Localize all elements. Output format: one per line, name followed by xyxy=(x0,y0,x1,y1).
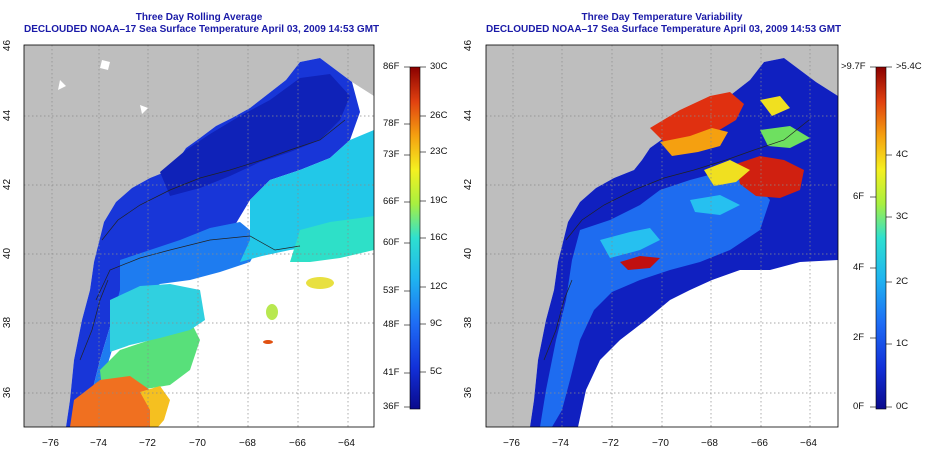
left-colorbar-f-label: 36F xyxy=(383,401,400,412)
right-var-mid-blue xyxy=(540,172,770,427)
left-colorbar-f-label: 66F xyxy=(383,196,400,207)
left-colorbar-f-label: 86F xyxy=(383,61,400,72)
right-colorbar-ticks xyxy=(870,66,892,408)
right-colorbar-f-label: 2F xyxy=(853,332,865,343)
left-sst-shelf-water xyxy=(84,222,262,427)
left-sst-teal-band xyxy=(290,216,374,262)
left-map-subtitle: DECLOUDED NOAA–17 Sea Surface Temperatur… xyxy=(24,24,380,35)
left-colorbar xyxy=(409,66,421,410)
left-x-tick: −64 xyxy=(338,438,355,449)
right-x-tick: −68 xyxy=(701,438,718,449)
left-y-tick: 40 xyxy=(2,247,14,260)
right-colorbar-c-label: >5.4C xyxy=(896,61,922,72)
left-colorbar-c-label: 9C xyxy=(430,318,443,329)
left-land-mass xyxy=(24,45,374,427)
right-var-green-patch xyxy=(760,126,810,148)
left-x-tick: −74 xyxy=(90,438,107,449)
left-sst-coastal-cyan xyxy=(110,284,205,352)
left-sst-green-patch xyxy=(266,304,278,320)
left-sst-orange-patch xyxy=(263,340,273,344)
right-colorbar-f-label: 6F xyxy=(853,191,865,202)
left-bathymetry-contour xyxy=(79,279,109,361)
left-colorbar-f-label: 53F xyxy=(383,285,400,296)
left-bathymetry-contour xyxy=(101,119,346,241)
right-colorbar-c-label: 2C xyxy=(896,276,909,287)
right-y-tick: 46 xyxy=(463,39,475,52)
left-y-tick: 46 xyxy=(2,39,14,52)
right-graticule xyxy=(486,45,838,427)
right-x-tick: −76 xyxy=(503,438,520,449)
left-map-title: Three Day Rolling Average xyxy=(135,12,263,23)
left-colorbar-c-label: 23C xyxy=(430,146,448,157)
right-bathymetry-contour xyxy=(565,119,810,241)
right-y-tick: 38 xyxy=(463,316,475,329)
left-x-tick: −76 xyxy=(42,438,59,449)
right-map-subtitle: DECLOUDED NOAA–17 Sea Surface Temperatur… xyxy=(486,24,842,35)
right-y-tick: 36 xyxy=(463,386,475,399)
right-variability-map xyxy=(486,45,838,427)
left-colorbar-c-label: 19C xyxy=(430,195,448,206)
left-y-tick: 36 xyxy=(2,386,14,399)
left-colorbar-ticks xyxy=(404,66,426,408)
right-x-tick: −70 xyxy=(652,438,669,449)
right-x-tick: −66 xyxy=(751,438,768,449)
right-y-tick: 44 xyxy=(463,109,475,122)
right-x-tick: −72 xyxy=(602,438,619,449)
left-x-tick: −66 xyxy=(289,438,306,449)
left-map-frame xyxy=(23,44,375,428)
left-x-tick: −70 xyxy=(189,438,206,449)
right-colorbar-f-label: 4F xyxy=(853,262,865,273)
left-colorbar-c-label: 5C xyxy=(430,366,443,377)
right-map-title: Three Day Temperature Variability xyxy=(581,12,743,23)
right-colorbar-c-label: 1C xyxy=(896,338,909,349)
left-y-tick: 42 xyxy=(2,178,14,191)
left-colorbar-c-label: 26C xyxy=(430,110,448,121)
right-colorbar-c-label: 3C xyxy=(896,211,909,222)
left-sst-warm-yellow xyxy=(140,386,170,427)
right-y-tick: 40 xyxy=(463,247,475,260)
left-colorbar-f-label: 73F xyxy=(383,149,400,160)
left-y-tick: 38 xyxy=(2,316,14,329)
left-colorbar-f-label: 78F xyxy=(383,118,400,129)
right-var-high-orange xyxy=(660,128,728,156)
right-var-cyan-streaks xyxy=(600,195,740,258)
left-sst-map xyxy=(24,45,374,427)
left-colorbar-f-label: 48F xyxy=(383,319,400,330)
right-x-tick: −74 xyxy=(552,438,569,449)
left-bathymetry-contour xyxy=(95,235,301,301)
left-sst-warm-eddy xyxy=(306,277,334,289)
right-colorbar-f-label: >9.7F xyxy=(841,61,866,72)
left-colorbar-c-label: 12C xyxy=(430,281,448,292)
left-x-tick: −68 xyxy=(239,438,256,449)
left-sst-deep-cold xyxy=(160,74,350,196)
left-colorbar-c-label: 16C xyxy=(430,232,448,243)
left-sst-warm-orange xyxy=(70,376,158,427)
right-colorbar-f-label: 0F xyxy=(853,401,865,412)
right-var-high-north xyxy=(650,92,744,146)
right-y-tick: 42 xyxy=(463,178,475,191)
right-var-yellow-band xyxy=(704,96,790,186)
right-map-frame xyxy=(485,44,839,428)
right-var-high-east xyxy=(736,156,804,198)
right-var-red-coast xyxy=(620,256,660,270)
right-land-mass xyxy=(486,45,838,427)
left-colorbar-c-label: 30C xyxy=(430,61,448,72)
right-colorbar xyxy=(875,66,887,410)
left-colorbar-f-label: 41F xyxy=(383,367,400,378)
right-colorbar-c-label: 4C xyxy=(896,149,909,160)
left-y-tick: 44 xyxy=(2,109,14,122)
right-colorbar-c-label: 0C xyxy=(896,401,909,412)
right-x-tick: −64 xyxy=(800,438,817,449)
left-colorbar-f-label: 60F xyxy=(383,237,400,248)
right-bathymetry-contour xyxy=(543,279,573,361)
left-x-tick: −72 xyxy=(139,438,156,449)
